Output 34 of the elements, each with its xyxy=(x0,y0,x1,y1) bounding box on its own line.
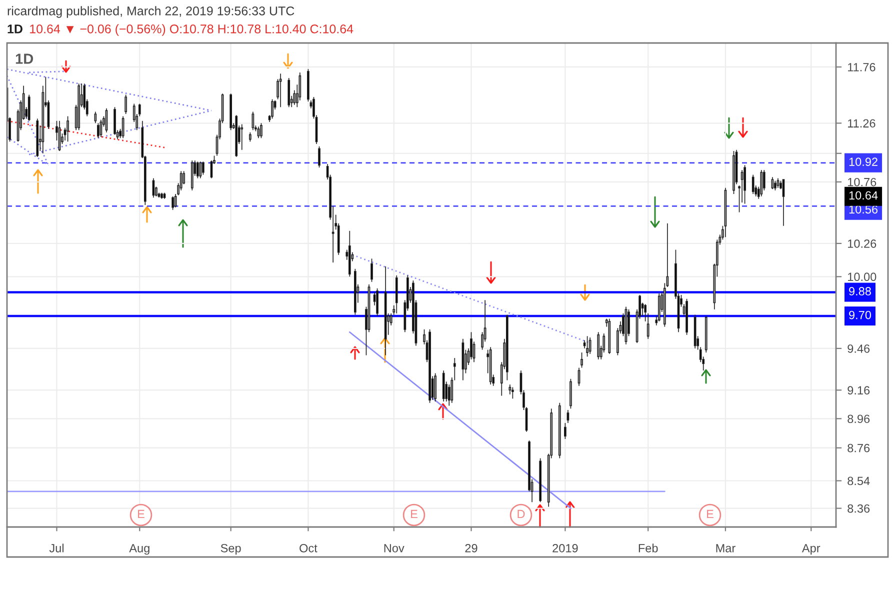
x-tick-label: Aug xyxy=(129,544,150,555)
y-tick-label: 8.96 xyxy=(848,414,870,424)
x-tick-label: Feb xyxy=(638,544,658,552)
annotation: E xyxy=(138,510,144,518)
text: ricardmag published, March 22, 2019 19:56:33 UTC xyxy=(8,6,294,18)
x-tick-label: Nov xyxy=(384,544,404,552)
y-tick-label: 10.26 xyxy=(848,239,876,248)
y-tick-label: 8.76 xyxy=(848,444,870,452)
y-tick-label: 9.16 xyxy=(848,386,870,395)
y-tick-label: 8.36 xyxy=(848,504,870,513)
y-tick-label: 10.00 xyxy=(848,272,876,282)
y-tick-label: 8.54 xyxy=(848,476,870,486)
x-tick-label: 29 xyxy=(465,544,478,552)
text: 1D xyxy=(16,54,34,64)
y-tick-label: 9.46 xyxy=(848,344,870,353)
x-tick-label: Jul xyxy=(49,544,64,552)
x-tick-label: Sep xyxy=(220,544,241,555)
ref-line-label: 9.88 xyxy=(849,287,871,296)
text: 10.64 ▼ −0.06 (−0.56%) O:10.78 H:10.78 L:10.40 C:10.64 xyxy=(30,24,354,36)
y-tick-label: 11.76 xyxy=(848,63,876,72)
x-tick-label: 2019 xyxy=(552,544,578,552)
y-tick-label: 10.76 xyxy=(848,178,876,186)
x-tick-label: Oct xyxy=(300,544,318,552)
text: 10.64 xyxy=(849,191,878,200)
ref-line-label: 10.92 xyxy=(849,158,878,166)
annotation: D xyxy=(518,510,525,518)
annotation: E xyxy=(411,510,418,518)
x-tick-label: Apr xyxy=(802,544,820,555)
chart-subtitle: 1D xyxy=(8,24,22,34)
x-tick-label: Mar xyxy=(716,544,736,552)
ref-line-label: 10.56 xyxy=(849,205,878,214)
y-tick-label: 11.26 xyxy=(848,119,876,128)
ref-line-label: 9.70 xyxy=(849,310,872,320)
annotation: E xyxy=(707,510,714,518)
